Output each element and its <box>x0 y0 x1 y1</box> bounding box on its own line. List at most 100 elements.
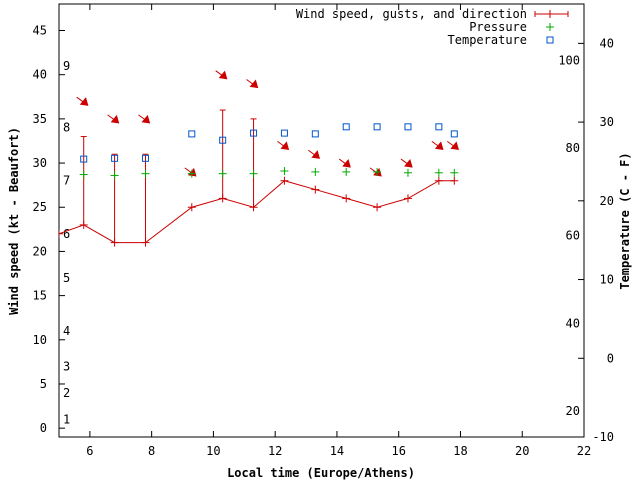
wind-speed-point <box>79 220 88 229</box>
pressure-point <box>141 169 150 178</box>
fahrenheit-label: 60 <box>566 228 580 242</box>
wind-speed-point <box>342 194 351 203</box>
pressure-point <box>218 169 227 178</box>
x-tick-label: 18 <box>453 444 467 458</box>
beaufort-label: 3 <box>63 359 70 373</box>
pressure-point <box>450 168 459 177</box>
wind-speed-point <box>59 229 63 238</box>
temperature-point <box>219 136 227 144</box>
wind-direction-arrow <box>431 140 444 150</box>
fahrenheit-label: 20 <box>566 404 580 418</box>
wind-speed-point <box>280 176 289 185</box>
wind-speed-point <box>450 176 459 185</box>
pressure-point <box>249 169 258 178</box>
beaufort-label: 9 <box>63 59 70 73</box>
x-tick-label: 10 <box>206 444 220 458</box>
wind-speed-point <box>403 194 412 203</box>
plot-frame <box>58 3 585 438</box>
x-tick-label: 8 <box>148 444 155 458</box>
temperature-point <box>373 123 381 131</box>
temperature-point <box>250 129 258 137</box>
wind-speed-point <box>187 203 196 212</box>
axis-ticks <box>59 4 585 438</box>
fahrenheit-label: 100 <box>558 54 580 68</box>
fahrenheit-label: 40 <box>566 317 580 331</box>
y-tick-label: 10 <box>33 333 47 347</box>
wind-direction-arrow <box>308 149 321 159</box>
pressure-point <box>403 168 412 177</box>
y2-tick-label: 0 <box>607 351 614 365</box>
temperature-point <box>450 130 458 138</box>
y-tick-label: 45 <box>33 24 47 38</box>
y-tick-label: 30 <box>33 156 47 170</box>
temperature-point <box>280 129 288 137</box>
temperature-point <box>80 155 88 163</box>
wind-direction-arrow <box>338 158 351 168</box>
temperature-point <box>111 154 119 162</box>
pressure-point <box>280 167 289 176</box>
wind-speed-point <box>218 194 227 203</box>
legend-label: Temperature <box>448 33 527 47</box>
wind-speed-point <box>110 238 119 247</box>
legend: Wind speed, gusts, and directionPressure… <box>296 7 569 47</box>
legend-marker <box>546 36 554 44</box>
pressure-point <box>311 167 320 176</box>
y2-tick-label: 10 <box>600 273 614 287</box>
axis-tick-labels: 6 8 10 12 14 16 18 20 22051015202530354045123456… <box>33 24 614 458</box>
pressure-point <box>373 167 382 176</box>
beaufort-label: 1 <box>63 412 70 426</box>
legend-marker <box>546 10 554 18</box>
legend-marker <box>546 23 554 31</box>
wind-direction-arrow <box>447 140 459 150</box>
wind-speed-point <box>141 238 150 247</box>
y2-tick-label: 30 <box>600 115 614 129</box>
beaufort-label: 7 <box>63 174 70 188</box>
x-tick-label: 12 <box>268 444 282 458</box>
wind-direction-arrow <box>107 114 120 124</box>
beaufort-label: 5 <box>63 271 70 285</box>
x-tick-label: 14 <box>330 444 344 458</box>
wind-direction-arrow <box>246 79 259 89</box>
beaufort-label: 8 <box>63 121 70 135</box>
pressure-point <box>434 168 443 177</box>
y-tick-label: 0 <box>40 421 47 435</box>
y-axis-label: Wind speed (kt - Beaufort) <box>7 127 21 315</box>
y-tick-label: 35 <box>33 112 47 126</box>
x-tick-label: 22 <box>577 444 591 458</box>
wind-speed-line <box>59 180 455 244</box>
y-tick-label: 15 <box>33 289 47 303</box>
beaufort-label: 4 <box>63 324 70 338</box>
y-tick-label: 20 <box>33 244 47 258</box>
wind-speed-point <box>311 185 320 194</box>
x-tick-label: 6 <box>86 444 93 458</box>
temperature-point <box>435 123 443 131</box>
pressure-point <box>342 167 351 176</box>
legend-label: Pressure <box>469 20 527 34</box>
wind-direction-arrow <box>138 114 151 124</box>
fahrenheit-label: 80 <box>566 141 580 155</box>
beaufort-label: 6 <box>63 227 70 241</box>
wind-direction-arrow <box>184 167 197 177</box>
legend-label: Wind speed, gusts, and direction <box>296 7 527 21</box>
wind-speed-point <box>373 203 382 212</box>
x-tick-label: 20 <box>515 444 529 458</box>
wind-direction-arrow <box>76 96 89 106</box>
y-tick-label: 5 <box>40 377 47 391</box>
y-tick-label: 25 <box>33 200 47 214</box>
y2-tick-label: -10 <box>592 430 614 444</box>
wind-direction-arrow <box>400 158 413 168</box>
wind-speed-point <box>434 176 443 185</box>
series-marks <box>59 70 459 247</box>
y2-tick-label: 20 <box>600 194 614 208</box>
x-tick-label: 16 <box>391 444 405 458</box>
y-tick-label: 40 <box>33 68 47 82</box>
wind-speed-point <box>249 203 258 212</box>
temperature-point <box>404 123 412 131</box>
temperature-point <box>141 154 149 162</box>
temperature-point <box>342 123 350 131</box>
wind-direction-arrow <box>277 140 290 150</box>
beaufort-label: 2 <box>63 386 70 400</box>
y2-axis-label: Temperature (C - F) <box>618 152 632 289</box>
pressure-point <box>187 169 196 178</box>
